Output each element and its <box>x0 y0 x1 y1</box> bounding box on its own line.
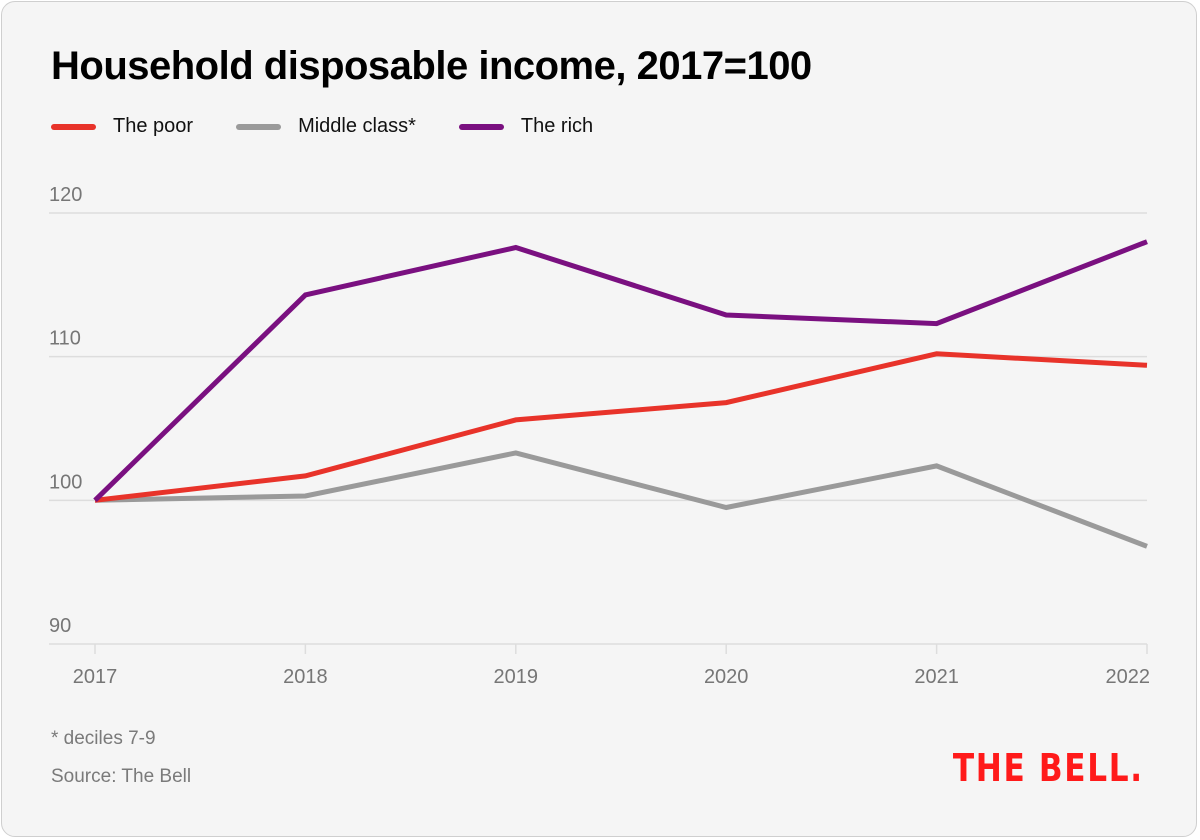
y-tick-label-90: 90 <box>49 615 71 637</box>
series-line-middle-class <box>94 450 1148 549</box>
legend-swatch-rich <box>458 123 504 130</box>
brand-logo: THE BELL. <box>953 746 1144 790</box>
legend-item-middle-class[interactable]: Middle class* <box>236 115 416 138</box>
x-tick-label-2021: 2021 <box>914 666 959 688</box>
footnote: * deciles 7-9 <box>51 728 156 749</box>
x-tick-label-2018: 2018 <box>283 666 328 688</box>
x-tick-label-2019: 2019 <box>494 666 539 688</box>
legend-swatch-middle-class <box>236 123 282 130</box>
y-tick-label-120: 120 <box>49 184 82 206</box>
legend-label-middle-class: Middle class* <box>298 115 416 137</box>
y-tick-label-110: 110 <box>49 328 81 350</box>
legend-swatch-poor <box>51 123 96 130</box>
x-tick-label-2017: 2017 <box>73 666 118 688</box>
legend-label-poor: The poor <box>113 115 194 137</box>
x-tick-label-2022: 2022 <box>1106 666 1151 688</box>
x-tick-label-2020: 2020 <box>704 666 749 688</box>
series-layer <box>93 239 1148 549</box>
legend-item-rich[interactable]: The rich <box>458 115 594 138</box>
series-line-the-rich <box>93 239 1148 503</box>
chart-title: Household disposable income, 2017=100 <box>51 44 812 88</box>
series-line-the-poor <box>94 351 1148 503</box>
label-layer: 90 100 110 120 2017 2018 2019 2020 2021 2022 <box>49 184 1150 688</box>
grid-layer <box>49 212 1148 654</box>
legend-item-poor[interactable]: The poor <box>51 115 193 138</box>
legend: The poor Middle class* The rich <box>51 115 636 138</box>
y-tick-label-100: 100 <box>49 471 82 493</box>
source-note: Source: The Bell <box>51 766 192 787</box>
legend-label-rich: The rich <box>520 115 594 137</box>
